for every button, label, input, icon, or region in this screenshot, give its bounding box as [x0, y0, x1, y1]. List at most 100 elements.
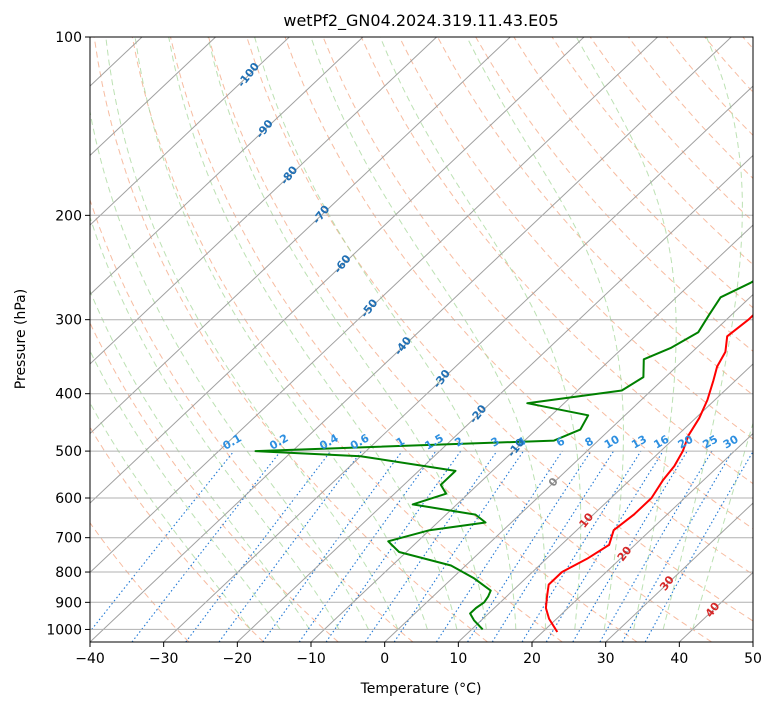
moist-adiabat [254, 37, 517, 630]
moist-adiabat [90, 109, 369, 630]
isotherm [90, 37, 585, 504]
isotherm [0, 37, 68, 642]
dry-adiabat [93, 37, 488, 642]
x-axis-ticks: −40 −30 −20 −10 0 10 20 30 40 50 [75, 642, 762, 667]
dry-adiabat [246, 37, 753, 622]
isotherm [384, 293, 753, 642]
pressure-gridlines [90, 37, 753, 630]
mixing-ratio-line [644, 450, 753, 642]
isotherm [90, 37, 511, 435]
x-axis-label: Temperature (°C) [360, 681, 482, 697]
mixing-ratio-line [364, 450, 498, 642]
isotherm [90, 37, 437, 365]
y-tick-label: 400 [55, 387, 82, 403]
isotherm [90, 37, 364, 296]
moist-adiabat [379, 37, 582, 630]
x-tick-label: 20 [523, 651, 541, 667]
dry-adiabat [475, 37, 753, 352]
temperature-profile [544, 313, 753, 633]
moist-adiabat [168, 37, 458, 630]
y-axis-label: Pressure (hPa) [13, 289, 29, 389]
mixing-ratio-line [185, 450, 332, 642]
moist-adiabat [662, 37, 743, 630]
dry-adiabat [437, 37, 753, 396]
moist-adiabat [310, 37, 547, 630]
moist-adiabat [207, 37, 487, 630]
x-tick-label: 10 [449, 651, 467, 667]
dry-adiabat [360, 37, 753, 485]
x-tick-label: −10 [296, 651, 326, 667]
isotherm [90, 37, 290, 226]
dry-adiabat [170, 37, 638, 642]
x-tick-label: 40 [670, 651, 688, 667]
dry-adiabat [513, 37, 753, 309]
mixing-ratio-line [435, 450, 563, 642]
isotherm [605, 502, 753, 642]
dry-adiabat [742, 37, 753, 50]
x-tick-label: 0 [380, 651, 389, 667]
isotherm [457, 363, 753, 642]
moist-adiabat [105, 37, 399, 630]
background-lines [0, 37, 753, 642]
mixing-ratio-line [90, 450, 235, 633]
y-tick-label: 800 [55, 565, 82, 581]
y-tick-label: 700 [55, 531, 82, 547]
isotherm-label: 0 [546, 475, 561, 489]
mixing-ratio-line [467, 450, 592, 642]
mixing-ratio-label: 13 [629, 433, 649, 452]
moist-adiabat [90, 289, 311, 630]
mixing-ratio-line [599, 450, 713, 642]
y-tick-label: 300 [55, 313, 82, 329]
isotherm-label: -100 [235, 60, 262, 90]
dry-adiabat [322, 37, 753, 530]
dry-adiabat [398, 37, 753, 440]
mixing-ratio-label: 1.5 [422, 432, 445, 453]
x-tick-label: 50 [744, 651, 762, 667]
mixing-ratio-label: 0.4 [317, 431, 341, 452]
isotherm [531, 432, 753, 642]
isotherm [163, 85, 753, 642]
y-tick-label: 900 [55, 595, 82, 611]
plot-frame [89, 36, 754, 643]
dry-adiabat [551, 37, 753, 266]
y-tick-label: 100 [55, 30, 82, 46]
y-tick-label: 600 [55, 491, 82, 507]
x-tick-label: −30 [149, 651, 179, 667]
dry-adiabat [284, 37, 753, 576]
mixing-ratio-line [131, 450, 282, 642]
isotherm [90, 37, 732, 642]
y-tick-label: 500 [55, 444, 82, 460]
chart-title: wetPf2_GN04.2024.319.11.43.E05 [283, 11, 558, 31]
moist-adiabat [90, 349, 281, 630]
y-tick-label: 1000 [46, 622, 82, 638]
moist-adiabat [90, 401, 251, 630]
mixing-ratio-label: 10 [602, 432, 622, 451]
isotherm [752, 641, 753, 642]
mixing-ratio-line [298, 450, 437, 642]
mixing-ratio-label: 16 [651, 432, 671, 451]
moist-adiabat [90, 215, 340, 630]
mixing-ratio-line [218, 450, 362, 642]
moist-adiabat [692, 421, 753, 630]
mixing-ratio-label: 25 [700, 433, 720, 452]
mixing-ratio-line [545, 450, 664, 642]
x-tick-label: 30 [597, 651, 615, 667]
dry-adiabat [208, 37, 712, 642]
moist-adiabat [575, 37, 677, 630]
mixing-ratio-label: 30 [721, 432, 741, 451]
mixing-ratio-line [393, 450, 524, 642]
dry-adiabat [90, 426, 264, 642]
x-tick-label: −40 [75, 651, 105, 667]
isotherm [90, 37, 216, 157]
mixing-ratio-label: 8 [583, 435, 596, 450]
x-tick-label: −20 [223, 651, 253, 667]
isotherm [236, 154, 753, 642]
isotherm [90, 37, 658, 574]
moist-adiabat [466, 37, 624, 630]
mixing-ratio-line [325, 450, 462, 642]
mixing-ratio-line [262, 450, 403, 642]
y-axis-ticks: 100 200 300 400 500 600 700 800 900 1000 [46, 30, 90, 638]
mixing-ratio-label: 20 [676, 432, 696, 451]
